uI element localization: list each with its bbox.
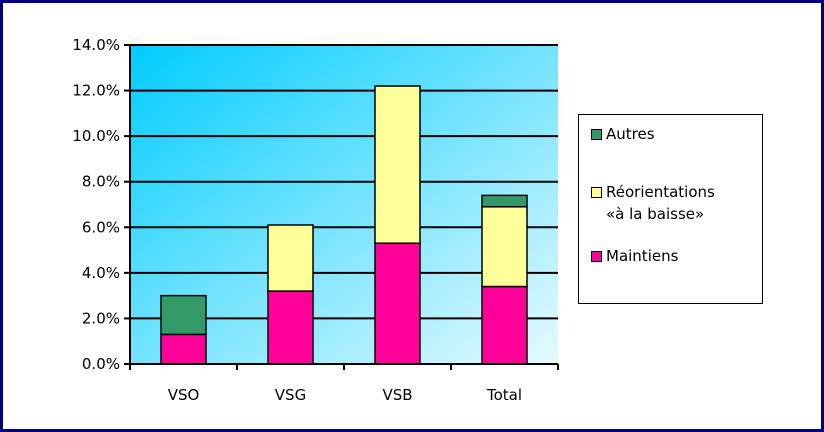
bar-segment bbox=[267, 290, 314, 365]
y-tick-label: 0.0% bbox=[82, 355, 120, 373]
bar-segment bbox=[267, 224, 314, 292]
bar-segment bbox=[481, 285, 528, 365]
y-tick-labels: 0.0% 2.0% 4.0% 6.0% 8.0% 10.0% 12.0% 14.0% bbox=[72, 36, 120, 373]
y-tick-label: 10.0% bbox=[72, 127, 120, 145]
bar-segment bbox=[374, 242, 421, 365]
bar-segment bbox=[481, 206, 528, 288]
y-tick-label: 4.0% bbox=[82, 264, 120, 282]
y-tick-label: 2.0% bbox=[82, 309, 120, 327]
bar-segment bbox=[160, 294, 207, 336]
y-tick-label: 14.0% bbox=[72, 36, 120, 54]
legend-item: Autres bbox=[591, 123, 655, 145]
x-tick-label: Total bbox=[486, 386, 522, 404]
x-tick-label: VSO bbox=[168, 386, 200, 404]
legend-label: Autres bbox=[606, 125, 655, 143]
legend-swatch bbox=[591, 129, 602, 140]
bar-segment bbox=[481, 194, 528, 208]
y-tick-label: 8.0% bbox=[82, 173, 120, 191]
legend: Autres Réorientations «à la baisse» Mainti… bbox=[578, 114, 763, 304]
legend-label: Maintiens bbox=[606, 247, 679, 265]
legend-item: Maintiens bbox=[591, 245, 678, 267]
bar-segment bbox=[374, 85, 421, 244]
bars bbox=[160, 85, 528, 365]
legend-swatch bbox=[591, 251, 602, 262]
x-tick-labels: VSO VSG VSB Total bbox=[129, 364, 559, 404]
legend-label: Réorientations «à la baisse» bbox=[606, 183, 715, 223]
y-tick-label: 12.0% bbox=[72, 82, 120, 100]
bar-segment bbox=[160, 333, 207, 365]
y-tick-label: 6.0% bbox=[82, 218, 120, 236]
x-tick-label: VSB bbox=[382, 386, 412, 404]
stacked-bar-chart: 0.0%2.0%4.0%6.0%8.0%10.0%12.0%14.0% VSO V… bbox=[72, 36, 559, 404]
legend-swatch bbox=[591, 187, 602, 198]
x-tick-label: VSG bbox=[275, 386, 306, 404]
legend-item: Réorientations «à la baisse» bbox=[591, 181, 715, 225]
